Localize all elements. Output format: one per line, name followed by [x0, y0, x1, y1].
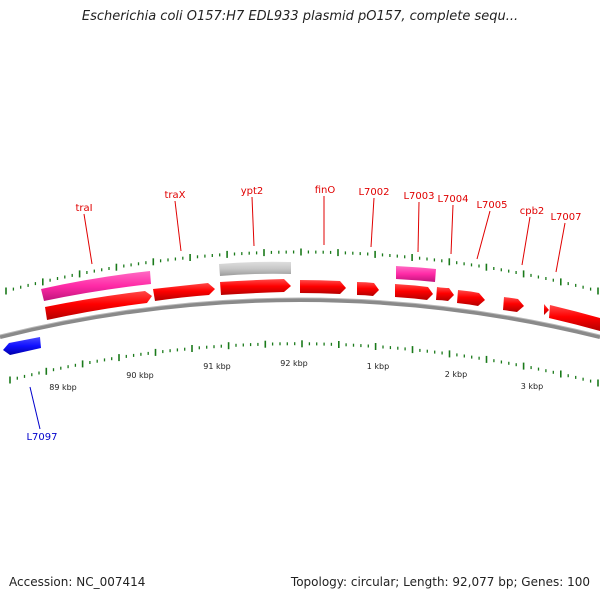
leader-ypt2	[251, 196, 255, 247]
gene-label-traI[interactable]: traI	[75, 203, 92, 214]
inner-tick-ring	[9, 340, 599, 387]
scale-labels: 89 kbp 90 kbp 91 kbp 92 kbp 1 kbp 2 kbp …	[49, 359, 543, 392]
scale-label-3kbp: 3 kbp	[521, 382, 543, 391]
gene-arrow-L7004[interactable]	[436, 287, 454, 301]
gene-label-L7004[interactable]: L7004	[437, 194, 468, 205]
gene-arrow-L7008[interactable]	[549, 305, 600, 331]
gene-label-ypt2[interactable]: ypt2	[241, 186, 264, 197]
leader-traX	[174, 200, 182, 252]
gene-arrow-ypt2[interactable]	[220, 279, 291, 295]
gene-arrow-L7007[interactable]	[544, 304, 549, 315]
gene-arrow-traX[interactable]	[153, 283, 215, 301]
leader-L7097	[29, 386, 41, 430]
scale-label-89kbp: 89 kbp	[49, 383, 77, 392]
outer-tick-ring	[5, 248, 599, 295]
gene-arrow-L7002[interactable]	[357, 282, 379, 296]
scale-label-91kbp: 91 kbp	[203, 362, 231, 371]
gene-arrow-L7003[interactable]	[395, 284, 433, 300]
gene-labels: traI traX ypt2 finO L7002 L7003 L7004 L7…	[26, 185, 581, 443]
scale-label-90kbp: 90 kbp	[126, 371, 154, 380]
leader-L7004	[450, 204, 454, 255]
gene-arrow-L7005[interactable]	[457, 290, 485, 306]
gene-arrow-cpb2[interactable]	[503, 297, 524, 312]
outer-feature-row	[41, 261, 436, 301]
gene-arrow-L7097[interactable]	[3, 337, 41, 355]
gene-label-finO[interactable]: finO	[315, 185, 336, 196]
map-title: Escherichia coli O157:H7 EDL933 plasmid …	[81, 9, 519, 24]
gene-arrow-finO[interactable]	[300, 280, 346, 294]
scale-label-2kbp: 2 kbp	[445, 370, 467, 379]
forward-gene-row	[45, 279, 600, 331]
gene-label-L7003[interactable]: L7003	[403, 191, 434, 202]
ypt2-feature-gray[interactable]	[219, 261, 291, 276]
gene-label-cpb2[interactable]: cpb2	[520, 206, 545, 217]
gene-label-L7002[interactable]: L7002	[358, 187, 389, 198]
L7003-feature-pink[interactable]	[396, 266, 436, 282]
leader-L7002	[370, 197, 375, 248]
accession-text: Accession: NC_007414	[9, 575, 146, 589]
gene-label-traX[interactable]: traX	[164, 190, 185, 201]
gene-label-leaders	[83, 196, 566, 273]
gene-label-L7007[interactable]: L7007	[550, 212, 581, 223]
leader-cpb2	[521, 216, 531, 266]
gene-arrow-traI[interactable]	[45, 291, 152, 320]
scale-label-1kbp: 1 kbp	[367, 362, 389, 371]
summary-text: Topology: circular; Length: 92,077 bp; G…	[290, 575, 590, 589]
backbone-arc	[0, 298, 600, 339]
gene-label-L7097[interactable]: L7097	[26, 432, 57, 443]
gene-label-L7005[interactable]: L7005	[476, 200, 507, 211]
backbone-arc-highlight	[0, 297, 600, 336]
leader-L7007	[555, 222, 566, 273]
traI-feature-pink[interactable]	[41, 271, 151, 301]
leader-traI	[83, 213, 93, 265]
scale-label-92kbp: 92 kbp	[280, 359, 308, 368]
leader-L7005	[476, 210, 491, 260]
leader-L7003	[417, 201, 420, 253]
